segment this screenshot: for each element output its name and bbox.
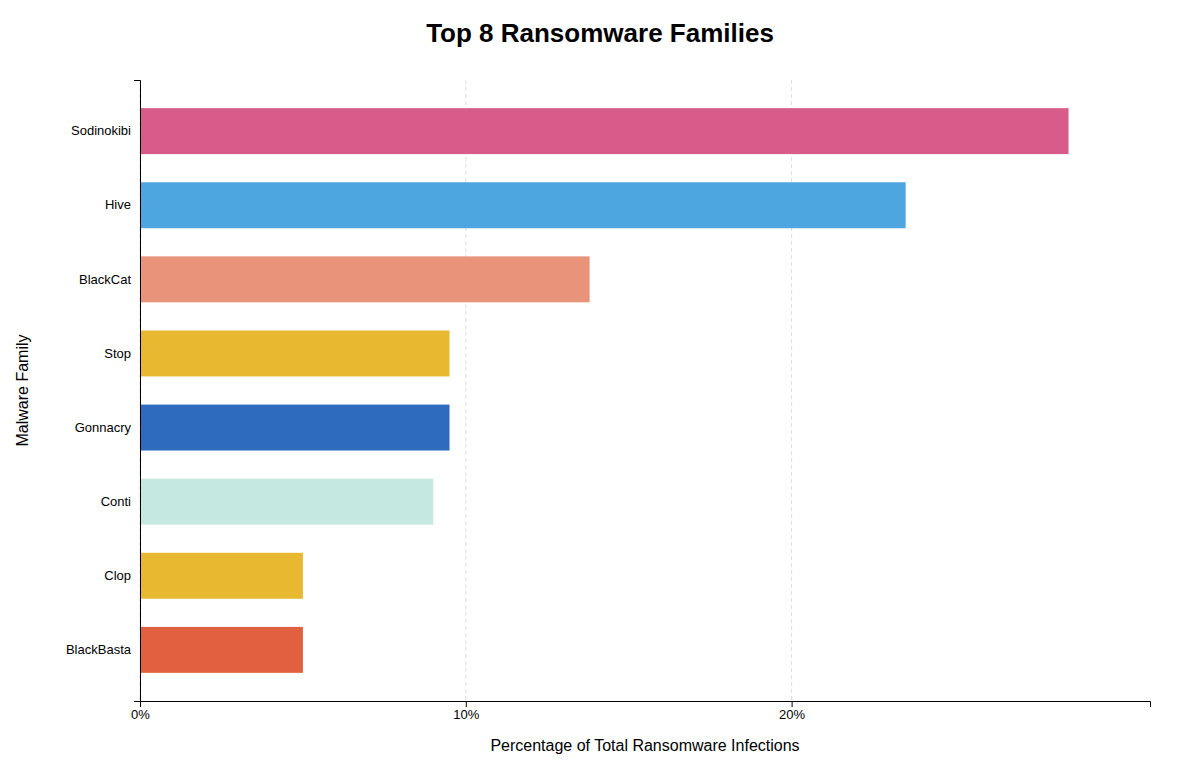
y-tick-label: Conti <box>101 494 131 509</box>
y-axis: Sodinokibi Hive BlackCat Stop Gonnacry Conti C… <box>66 81 141 702</box>
y-tick-label: BlackBasta <box>66 642 132 657</box>
y-tick: Stop <box>104 346 131 361</box>
bar <box>140 256 590 302</box>
y-tick-label: Hive <box>105 197 131 212</box>
y-tick-label: BlackCat <box>79 272 131 287</box>
bar <box>140 182 906 228</box>
bar <box>140 108 1069 154</box>
y-tick-label: Stop <box>104 346 131 361</box>
y-tick: BlackCat <box>79 272 131 287</box>
grid <box>140 80 792 701</box>
x-tick-label: 0% <box>131 707 150 722</box>
y-tick: Gonnacry <box>75 420 132 435</box>
bar <box>140 479 433 525</box>
bar <box>140 553 303 599</box>
x-tick-mark <box>792 701 793 707</box>
bar <box>140 330 450 376</box>
bars <box>140 108 1069 673</box>
x-axis-line <box>141 702 1151 708</box>
y-tick-label: Clop <box>104 568 131 583</box>
grid-line <box>791 80 792 701</box>
y-tick: Conti <box>101 494 131 509</box>
y-tick: Sodinokibi <box>71 123 131 138</box>
x-axis-title: Percentage of Total Ransomware Infection… <box>490 737 799 754</box>
bar <box>140 405 450 451</box>
x-tick-mark <box>466 701 467 707</box>
chart: 0% 10% 20% Sodinokibi Hive BlackCat Stop Gonnac… <box>0 0 1200 781</box>
grid-line <box>465 80 466 701</box>
y-tick-label: Gonnacry <box>75 420 132 435</box>
x-tick: 10% <box>453 701 479 722</box>
y-tick: Hive <box>105 197 131 212</box>
y-tick-label: Sodinokibi <box>71 123 131 138</box>
x-tick: 20% <box>779 701 805 722</box>
x-tick-label: 10% <box>453 707 479 722</box>
y-tick: Clop <box>104 568 131 583</box>
title: Top 8 Ransomware Families <box>426 18 774 48</box>
plot: 0% 10% 20% Sodinokibi Hive BlackCat Stop Gonnac… <box>66 80 1151 722</box>
x-axis: 0% 10% 20% <box>131 701 1150 722</box>
y-tick: BlackBasta <box>66 642 132 657</box>
bar <box>140 627 303 673</box>
x-tick-label: 20% <box>779 707 805 722</box>
y-axis-line <box>134 81 141 702</box>
y-axis-title: Malware Family <box>14 334 31 446</box>
x-tick: 0% <box>131 701 150 722</box>
